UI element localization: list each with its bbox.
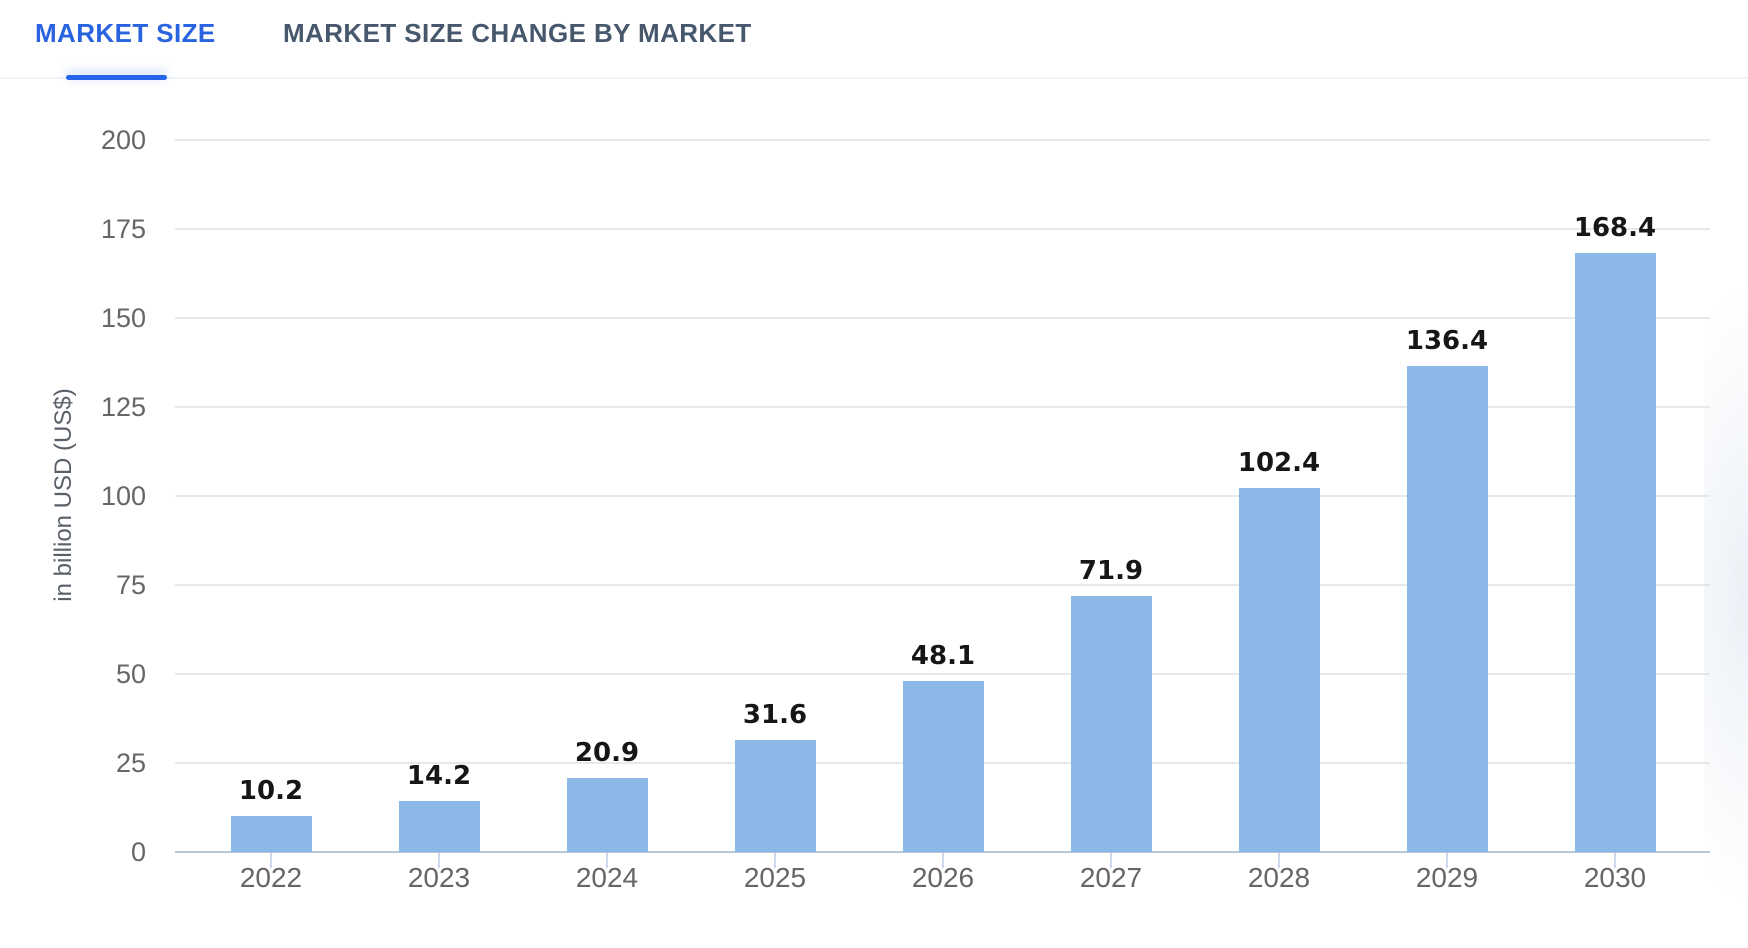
x-axis-tick	[774, 853, 776, 868]
gridline	[175, 228, 1710, 230]
bar-2027[interactable]	[1070, 596, 1152, 852]
bar-2022[interactable]	[230, 815, 312, 852]
bar-2029[interactable]	[1406, 366, 1488, 852]
bar-2030[interactable]	[1574, 252, 1656, 852]
x-axis-tick	[1614, 853, 1616, 868]
bar-2023[interactable]	[398, 801, 480, 852]
gridline	[175, 673, 1710, 675]
x-tick-label: 2025	[743, 862, 807, 893]
gridline	[175, 139, 1710, 141]
bar-value-label: 10.2	[238, 775, 304, 806]
x-tick-label: 2030	[1583, 862, 1647, 893]
tab-bar-divider	[0, 77, 1748, 79]
x-tick-label: 2027	[1079, 862, 1143, 893]
x-tick-label: 2023	[407, 862, 471, 893]
bar-2025[interactable]	[734, 739, 816, 852]
gridline	[175, 406, 1710, 408]
x-tick-label: 2024	[575, 862, 639, 893]
tab-bar: MARKET SIZE MARKET SIZE CHANGE BY MARKET	[0, 0, 1748, 80]
bar-value-label: 102.4	[1237, 447, 1321, 478]
x-axis-tick	[606, 853, 608, 868]
x-axis-line	[175, 851, 1710, 853]
y-tick-label: 0	[130, 837, 146, 867]
bar-value-label: 136.4	[1405, 326, 1489, 357]
gridline	[175, 495, 1710, 497]
tab-market-size-label: MARKET SIZE	[35, 18, 216, 48]
tab-market-size[interactable]: MARKET SIZE	[35, 18, 216, 49]
x-axis-tick	[942, 853, 944, 868]
y-tick-label: 175	[100, 214, 146, 244]
y-tick-label: 150	[100, 303, 146, 333]
market-size-bar-chart: in billion USD (US$) 0 25 50 75 100 125 150 175…	[0, 80, 1748, 948]
x-tick-label: 2028	[1247, 862, 1311, 893]
bar-value-label: 168.4	[1573, 212, 1657, 243]
gridline	[175, 317, 1710, 319]
x-tick-label: 2029	[1415, 862, 1479, 893]
bar-value-label: 71.9	[1078, 556, 1144, 586]
x-tick-label: 2026	[911, 862, 975, 893]
y-tick-label: 100	[100, 481, 146, 511]
y-tick-label: 75	[115, 570, 146, 600]
y-tick-label: 25	[115, 748, 146, 778]
gridline	[175, 584, 1710, 586]
bar-2026[interactable]	[902, 680, 984, 852]
x-axis-tick	[1278, 853, 1280, 868]
bar-2028[interactable]	[1238, 487, 1320, 852]
bar-value-label: 14.2	[406, 761, 472, 792]
x-axis-tick	[438, 853, 440, 868]
x-axis-tick	[1110, 853, 1112, 868]
x-axis-tick	[1446, 853, 1448, 868]
x-axis-tick	[270, 853, 272, 868]
y-tick-label: 125	[100, 392, 146, 422]
tab-market-size-change-label: MARKET SIZE CHANGE BY MARKET	[283, 18, 752, 48]
tab-market-size-change-by-market[interactable]: MARKET SIZE CHANGE BY MARKET	[283, 18, 752, 49]
bar-value-label: 31.6	[742, 699, 808, 730]
bar-value-label: 20.9	[574, 737, 640, 768]
bar-value-label: 48.1	[910, 640, 976, 671]
y-tick-label: 200	[100, 125, 146, 155]
x-tick-label: 2022	[239, 862, 303, 893]
active-tab-indicator	[66, 75, 167, 80]
bar-2024[interactable]	[566, 777, 648, 852]
y-tick-label: 50	[115, 659, 146, 689]
